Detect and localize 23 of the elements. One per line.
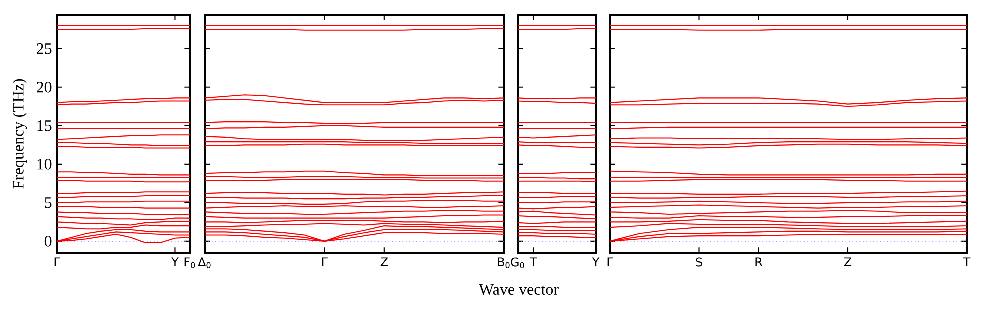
y-tick-label: 5 xyxy=(45,198,52,208)
x-tick-label: Γ xyxy=(608,258,614,266)
x-tick-label: R xyxy=(756,258,763,266)
x-tick-label: Z xyxy=(844,258,852,266)
x-tick-label: F$_{0}$ xyxy=(184,258,196,268)
x-tick-label: Δ$_{0}$ xyxy=(198,258,211,268)
x-tick-label: Z xyxy=(380,258,388,266)
y-tick-label: 20 xyxy=(37,82,52,93)
x-tick-label: Y xyxy=(172,258,179,266)
y-tick-label: 15 xyxy=(38,120,52,132)
y-axis-title: Frequency (THz) xyxy=(12,79,28,189)
x-tick-label: T xyxy=(963,258,971,266)
x-tick-label: Γ xyxy=(322,258,328,266)
y-tick-label: 10 xyxy=(38,159,52,170)
x-tick-label: G$_{0}$ xyxy=(511,258,524,269)
x-tick-label: Γ xyxy=(54,258,60,266)
x-tick-label: T xyxy=(530,258,538,266)
y-tick-label: 0 xyxy=(44,236,52,247)
x-tick-label: B$_{0}$ xyxy=(498,258,510,268)
x-tick-label: S xyxy=(696,258,702,267)
y-tick-label: 25 xyxy=(37,44,52,54)
x-axis-title: Wave vector xyxy=(479,284,559,296)
x-tick-label: Y xyxy=(592,258,600,266)
